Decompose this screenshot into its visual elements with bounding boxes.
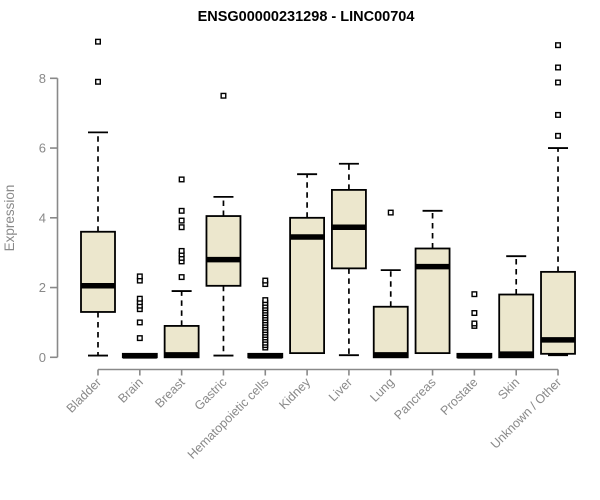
outlier-point-prostate [471, 310, 478, 317]
outlier-point-breast [178, 176, 185, 183]
chart-title: ENSG00000231298 - LINC00704 [198, 9, 415, 25]
x-category-label: Unknown / Other [488, 375, 564, 451]
outlier-point-unknown-other [555, 132, 562, 139]
y-tick-label: 2 [39, 280, 46, 295]
x-category-label: Hematopoietic cells [185, 375, 272, 462]
x-category-label: Skin [495, 375, 522, 402]
y-tick-label: 8 [39, 71, 46, 86]
outlier-point-hematopoietic-cells [262, 277, 269, 284]
x-category-label: Lung [367, 375, 397, 405]
y-tick-label: 4 [39, 210, 46, 225]
plot-area: 0 2 4 6 8 Bladder Brain Breast GastricHematopoie… [39, 38, 576, 462]
x-category-label: Brain [115, 375, 146, 406]
outlier-point-brain [136, 319, 143, 326]
outlier-point-unknown-other [555, 111, 562, 118]
x-category-label: Prostate [438, 375, 481, 418]
outlier-point-breast [178, 274, 185, 281]
x-category-label: Bladder [64, 375, 104, 415]
x-category-label: Liver [326, 375, 355, 404]
box-kidney [289, 216, 326, 355]
outlier-point-prostate [471, 291, 478, 298]
outlier-point-bladder [94, 78, 101, 85]
outlier-point-brain [136, 273, 143, 280]
outlier-point-hematopoietic-cells [262, 297, 269, 304]
outlier-point-breast [178, 247, 185, 254]
x-category-label: Pancreas [391, 375, 438, 422]
y-tick-label: 6 [39, 141, 46, 156]
outlier-point-brain [136, 295, 143, 302]
outlier-point-bladder [94, 38, 101, 45]
outlier-point-breast [178, 207, 185, 214]
box-skin [498, 293, 535, 359]
box-lung [372, 305, 409, 359]
outlier-point-breast [178, 224, 185, 231]
x-category-label: Gastric [192, 375, 230, 413]
outlier-point-unknown-other [555, 64, 562, 71]
y-tick-label: 0 [39, 350, 46, 365]
box-gastric [205, 215, 242, 287]
x-category-label: Kidney [276, 375, 313, 412]
outlier-point-gastric [220, 92, 227, 99]
y-axis-title: Expression [2, 185, 17, 252]
box-bladder [80, 230, 116, 313]
outlier-point-breast [178, 217, 185, 224]
x-category-label: Breast [152, 375, 188, 411]
outlier-point-prostate [471, 320, 478, 327]
outlier-point-unknown-other [555, 42, 562, 49]
outlier-point-lung [387, 209, 394, 216]
outlier-point-unknown-other [555, 79, 562, 86]
outlier-point-brain [136, 335, 143, 342]
